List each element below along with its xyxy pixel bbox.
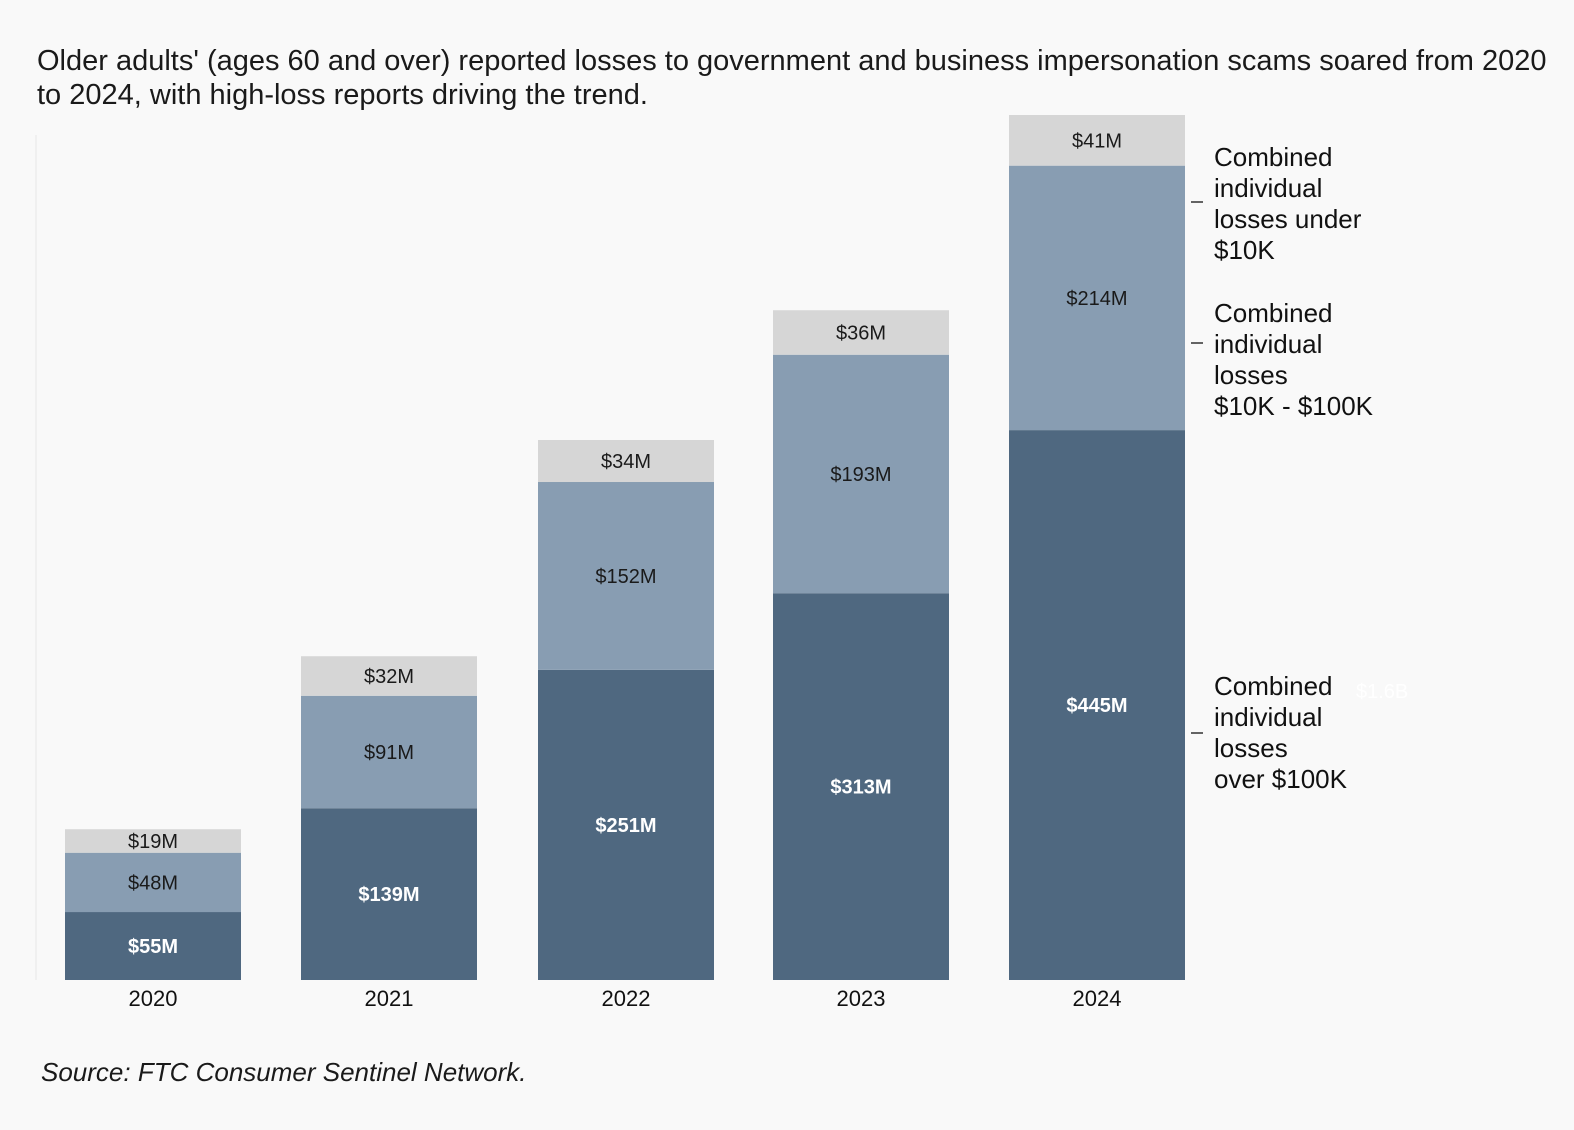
data-label-2020-s1: $48M — [128, 872, 178, 894]
bar-segment-2020-s0 — [65, 912, 241, 980]
bar-segment-2020-s2 — [65, 829, 241, 853]
annotations-group: $1.6B — [1356, 681, 1408, 703]
legend-entry-s2: Combined individual losses under $10K — [1214, 142, 1362, 265]
legend-entry-s0: Combined individual losses over $100K — [1214, 671, 1348, 794]
data-label-2022-s0: $251M — [595, 815, 656, 837]
data-label-2022-s2: $34M — [601, 451, 651, 473]
data-label-2023-s0: $313M — [830, 777, 891, 799]
x-tick-label-2024: 2024 — [1073, 986, 1122, 1011]
bar-segment-2020-s1 — [65, 852, 241, 913]
data-label-2024-s1: $214M — [1066, 288, 1127, 310]
data-label-2023-s1: $193M — [830, 464, 891, 486]
bar-segment-2024-s2 — [1009, 115, 1185, 166]
bar-segment-2023-s2 — [773, 310, 949, 355]
data-label-2024-s2: $41M — [1072, 130, 1122, 152]
bar-segment-2023-s0 — [773, 593, 949, 980]
data-label-2021-s0: $139M — [358, 884, 419, 906]
bar-segment-2022-s0 — [538, 669, 714, 980]
bar-segment-2021-s2 — [301, 656, 477, 696]
bars-group — [65, 115, 1185, 980]
data-label-2021-s2: $32M — [364, 666, 414, 688]
bar-segment-2021-s1 — [301, 695, 477, 809]
x-tick-label-2023: 2023 — [837, 986, 886, 1011]
bar-segment-2021-s0 — [301, 808, 477, 980]
legend-group: Combined individual losses over $100K Combin… — [1191, 142, 1374, 794]
chart-title: Older adults' (ages 60 and over) reporte… — [37, 45, 1547, 111]
data-label-2021-s1: $91M — [364, 742, 414, 764]
bar-segment-2024-s1 — [1009, 165, 1185, 431]
data-label-2020-s2: $19M — [128, 831, 178, 853]
source-note: Source: FTC Consumer Sentinel Network. — [41, 1057, 527, 1087]
bar-segment-2022-s2 — [538, 439, 714, 483]
segment-labels-group: $55M $48M $19M $139M $91M $32M $251M $152M $34M $… — [128, 130, 1128, 958]
bar-segment-2023-s1 — [773, 354, 949, 594]
x-tick-label-2021: 2021 — [365, 986, 414, 1011]
x-axis-ticks: 2020 2021 2022 2023 2024 — [129, 986, 1122, 1011]
total-annotation: $1.6B — [1356, 681, 1408, 703]
x-tick-label-2022: 2022 — [602, 986, 651, 1011]
data-label-2023-s2: $36M — [836, 322, 886, 344]
x-tick-label-2020: 2020 — [129, 986, 178, 1011]
legend-entry-s1: Combined individual losses $10K - $100K — [1214, 298, 1374, 421]
bar-segment-2022-s1 — [538, 482, 714, 670]
bar-segment-2024-s0 — [1009, 430, 1185, 980]
data-label-2024-s0: $445M — [1066, 695, 1127, 717]
data-label-2022-s1: $152M — [595, 566, 656, 588]
data-label-2020-s0: $55M — [128, 936, 178, 958]
